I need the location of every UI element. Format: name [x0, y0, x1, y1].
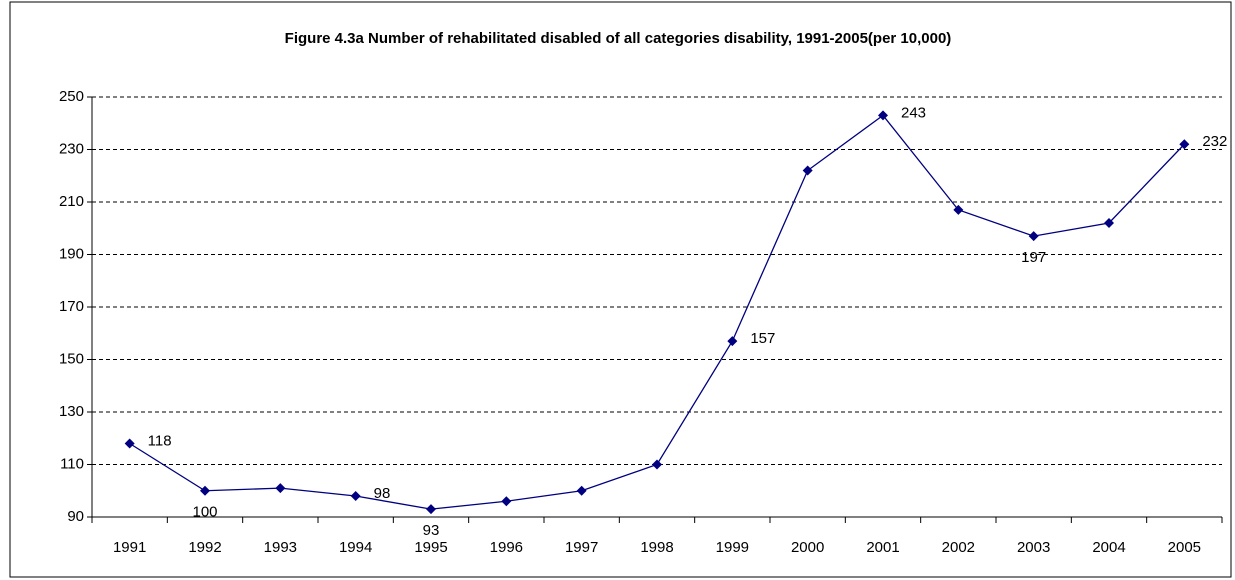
x-tick-label: 2003: [1017, 539, 1050, 556]
x-tick-label: 1999: [716, 539, 749, 556]
data-label: 197: [1021, 249, 1046, 266]
data-label: 93: [423, 522, 440, 539]
chart-border: [9, 1, 1232, 578]
x-tick-label: 1993: [264, 539, 297, 556]
x-tick-label: 1994: [339, 539, 372, 556]
y-tick-label: 90: [67, 508, 84, 525]
marker: [1104, 218, 1114, 228]
x-tick-label: 1992: [188, 539, 221, 556]
y-tick-label: 110: [60, 455, 84, 472]
data-label: 232: [1202, 133, 1227, 150]
x-tick-label: 1991: [113, 539, 146, 556]
marker: [275, 483, 286, 494]
x-tick-label: 1995: [414, 539, 447, 556]
data-label: 157: [750, 330, 775, 347]
marker: [953, 204, 964, 215]
marker: [727, 336, 738, 347]
y-tick-label: 150: [59, 350, 84, 367]
x-tick-label: 1998: [640, 539, 673, 556]
x-tick-label: 1996: [490, 539, 523, 556]
y-tick-label: 130: [59, 403, 84, 420]
marker: [350, 491, 361, 501]
y-tick-label: 230: [59, 140, 84, 157]
marker: [426, 504, 436, 515]
marker: [652, 459, 662, 470]
marker: [501, 496, 512, 507]
x-tick-label: 1997: [565, 539, 598, 556]
data-label: 243: [901, 104, 926, 121]
y-tick-label: 210: [59, 193, 84, 210]
x-tick-label: 2005: [1168, 539, 1201, 556]
marker: [878, 110, 888, 121]
chart-title: Figure 4.3a Number of rehabilitated disa…: [284, 30, 952, 47]
marker: [124, 438, 135, 449]
y-tick-label: 250: [59, 88, 84, 105]
marker: [200, 485, 210, 496]
x-tick-label: 2004: [1092, 539, 1125, 556]
data-label: 118: [148, 432, 172, 449]
y-tick-label: 170: [59, 298, 84, 315]
data-label: 100: [192, 504, 217, 521]
marker: [1179, 139, 1190, 150]
marker: [1028, 231, 1039, 242]
x-tick-label: 2000: [791, 539, 824, 556]
data-label: 98: [374, 485, 391, 502]
x-tick-label: 2001: [866, 539, 899, 556]
x-tick-label: 2002: [942, 539, 975, 556]
marker: [576, 485, 587, 496]
marker: [802, 165, 813, 176]
y-tick-label: 190: [59, 245, 84, 262]
